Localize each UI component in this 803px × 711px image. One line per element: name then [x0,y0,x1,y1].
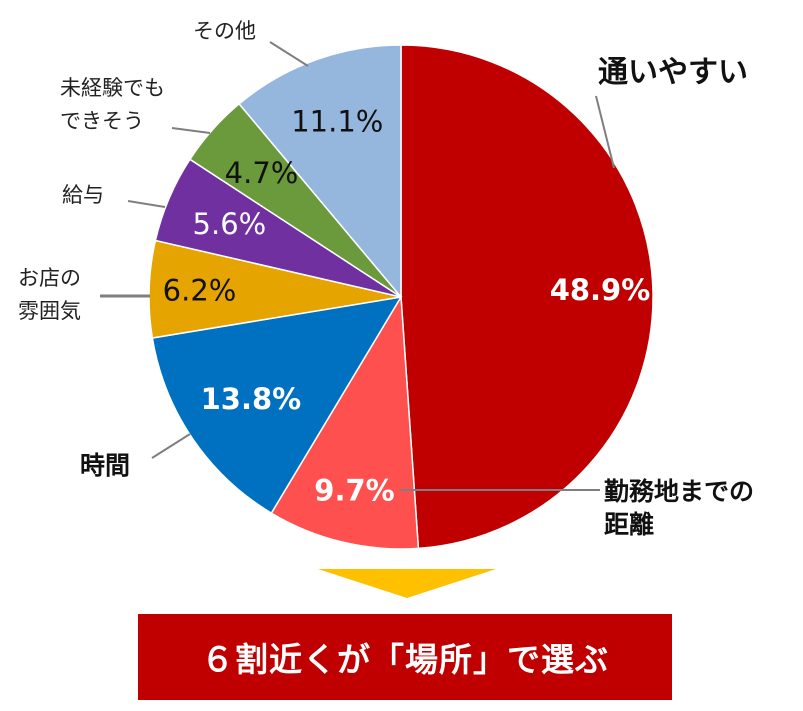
value-label-3: 13.8% [201,382,302,416]
label-mikeiken-line2: できそう [60,109,144,133]
label-sonota: その他 [193,19,256,43]
value-label-7: 11.1% [291,105,383,139]
value-label-5: 5.6% [193,207,267,241]
pie-slice-1 [400,44,654,550]
label-mikeiken-line1: 未経験でも [60,76,165,100]
label-jikan: 時間 [80,451,130,480]
label-kinmu-line1: 勤務地までの [604,477,754,506]
leader-lines [100,41,615,491]
label-kinmu-line2: 距離 [604,510,654,539]
value-label-2: 9.7% [314,474,394,508]
leader-line-1 [595,95,615,169]
label-omise-line1: お店の [18,266,81,290]
leader-line-3 [151,433,191,459]
summary-banner: ６割近くが「場所」で選ぶ [138,614,672,700]
label-kayoi: 通いやすい [598,55,748,90]
leader-line-7 [269,41,309,67]
leader-line-5 [127,200,166,208]
value-labels: 48.9% 9.7% 13.8% 6.2% 5.6% 4.7% 11.1% [163,105,651,508]
value-label-6: 4.7% [225,156,299,190]
value-label-1: 48.9% [550,273,651,307]
value-label-4: 6.2% [163,274,237,308]
pie-slices [148,44,654,550]
label-omise-line2: 雰囲気 [18,299,81,323]
leader-line-6 [171,127,211,134]
label-kyuyo: 給与 [62,183,104,207]
pie-slice-3 [151,295,403,515]
down-arrow-icon [318,569,496,598]
pie-slice-2 [270,294,420,550]
pie-slice-7 [238,44,402,300]
